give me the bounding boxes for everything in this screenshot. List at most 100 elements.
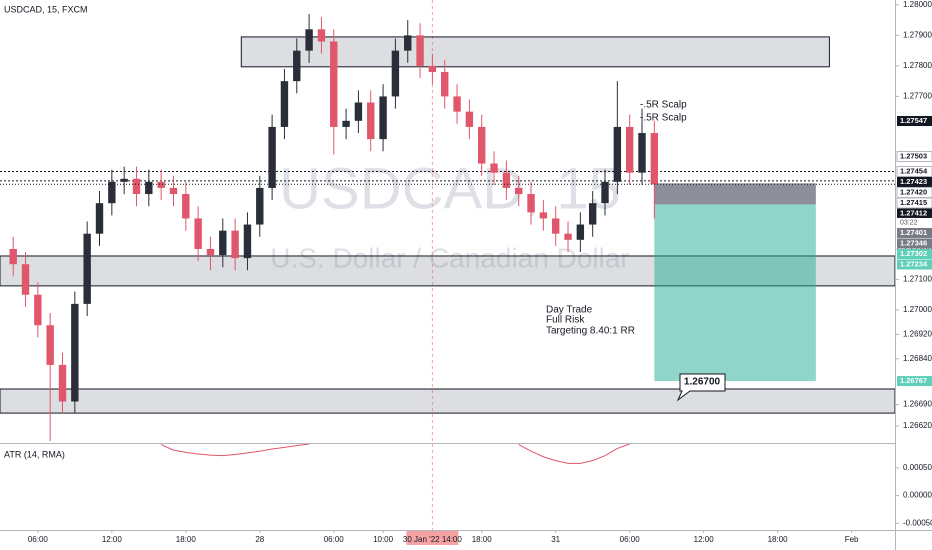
chart-title: USDCAD, 15, FXCM [4, 4, 88, 14]
candle-body [601, 181, 609, 204]
price-marker [896, 165, 932, 177]
countdown-box [897, 217, 932, 227]
x-tick-label: 12:00 [694, 535, 715, 544]
candle-body [330, 41, 338, 127]
candle-body [428, 65, 437, 73]
y-tick-label: 0.00050 [903, 463, 932, 472]
price-marker-label: 1.27401 [900, 228, 927, 237]
candle-body [342, 120, 350, 127]
main-pane: USDCAD, 15 U.S. Dollar / Canadian Dollar -… [0, 0, 895, 443]
candle-body [391, 50, 400, 97]
x-tick-highlight [406, 531, 459, 545]
x-tick-label: 28 [255, 535, 264, 544]
candle-body [379, 96, 387, 140]
candle-body [34, 294, 42, 326]
annotation: Day Trade [546, 305, 593, 316]
atr-line [518, 444, 630, 464]
y-tick-label: 1.27200 [903, 244, 932, 253]
candle-body [219, 230, 227, 256]
candle-body [157, 181, 165, 188]
candle-body [280, 81, 289, 127]
price-marker-label: 1.27454 [900, 166, 928, 175]
callout-box [676, 373, 726, 402]
candle-body [317, 29, 326, 42]
x-tick-label: 18:00 [768, 535, 789, 544]
candle-body [46, 325, 54, 365]
price-marker [897, 376, 932, 387]
price-marker [897, 238, 932, 249]
candle-body [441, 72, 449, 97]
zone [0, 388, 895, 414]
y-tick-label: 1.27100 [903, 275, 932, 284]
x-tick-label: 06:00 [620, 535, 641, 544]
candle-body [256, 187, 264, 225]
x-tick-label: 18:00 [176, 535, 197, 544]
candle-body [502, 172, 511, 188]
candle-body [416, 35, 424, 66]
zone [240, 36, 830, 68]
price-marker [897, 248, 932, 259]
candle-body [83, 233, 91, 304]
candle-body [145, 181, 153, 195]
candle-body [120, 178, 128, 182]
y-tick-label: 1.27700 [903, 92, 932, 101]
target-zone [654, 204, 816, 382]
x-tick-label: 06:00 [28, 535, 49, 544]
candle-body [367, 102, 375, 140]
candle-body [539, 212, 548, 219]
stop-zone [654, 183, 816, 205]
candle-body [354, 102, 363, 121]
candle-body [108, 181, 116, 204]
price-marker [897, 259, 932, 270]
candle-body [515, 187, 523, 195]
price-marker-label: 1.27503 [900, 151, 927, 160]
axes: 1.28000 1.27900 1.27800 1.27700 1.27200 1.271… [28, 0, 932, 545]
candle-body [478, 126, 486, 164]
candle-body [182, 194, 190, 219]
price-marker [896, 197, 932, 209]
annotation: -.5R Scalp [640, 100, 687, 111]
watermark: USDCAD, 15 [279, 156, 621, 221]
countdown: 03:22 [900, 219, 918, 226]
x-tick-label: 31 [551, 535, 560, 544]
candle-body [71, 303, 79, 402]
candle-body [305, 29, 313, 51]
annotation: Full Risk [546, 315, 585, 326]
y-tick-label: 1.27000 [903, 305, 932, 314]
price-marker-label: 1.27234 [900, 259, 928, 268]
candle-body [95, 203, 104, 234]
x-tick-label: 10:00 [373, 535, 394, 544]
price-marker [897, 208, 932, 219]
price-marker-label: 1.27346 [900, 238, 927, 247]
x-tick-label: 12:00 [102, 535, 123, 544]
y-tick-label: 1.27800 [903, 61, 932, 70]
candle-body [527, 194, 535, 213]
candle-body [194, 218, 202, 249]
y-tick-label: 1.26620 [903, 421, 932, 430]
y-tick-label: 1.28000 [903, 0, 932, 9]
price-marker [897, 116, 932, 126]
watermark-subtitle: U.S. Dollar / Canadian Dollar [270, 242, 630, 273]
candle-body [650, 133, 659, 185]
candle-body [465, 111, 474, 127]
price-marker-label: 1.27423 [900, 177, 927, 186]
price-marker [897, 227, 932, 238]
candle-body [576, 224, 585, 240]
price-marker [896, 151, 932, 163]
candle-body [169, 187, 178, 195]
candle-body [243, 224, 252, 259]
candle-body [404, 35, 412, 51]
y-tick-label: 1.26840 [903, 354, 932, 363]
x-tick-label: Feb [845, 535, 859, 544]
candle-body [564, 233, 572, 240]
candle-body [293, 50, 301, 82]
price-marker-label: 1.27547 [900, 116, 927, 125]
y-tick-label: 1.26920 [903, 329, 932, 338]
annotation: -.5R Scalp [640, 113, 687, 124]
candle-body [231, 230, 239, 259]
y-tick-label: -0.00050 [903, 518, 932, 527]
candle-body [132, 178, 141, 195]
candle-body [9, 248, 17, 265]
atr-line [160, 444, 310, 457]
